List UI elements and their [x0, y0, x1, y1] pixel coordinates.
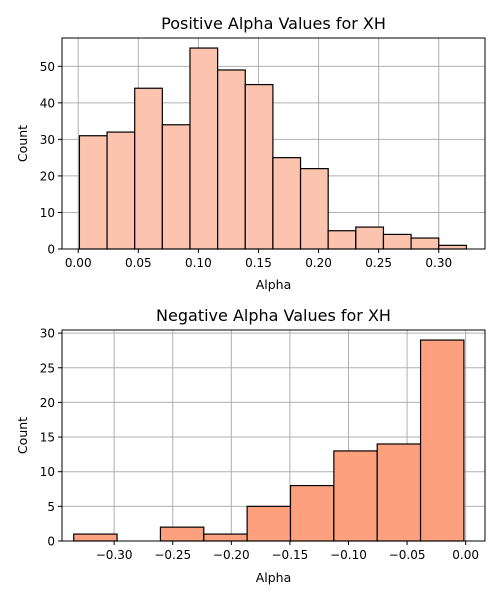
- positive-histogram-bar: [134, 87, 163, 250]
- negative-x-tick-label: −0.10: [330, 548, 367, 562]
- positive-histogram-bar: [382, 233, 412, 250]
- negative-histogram-bar: [159, 526, 205, 542]
- positive-histogram-bar: [299, 168, 329, 250]
- positive-histogram-bar: [78, 135, 108, 250]
- negative-histogram-bar: [333, 450, 378, 542]
- positive-histogram-bar: [327, 230, 357, 250]
- positive-histogram-bar: [244, 83, 274, 250]
- positive-y-tick-label: 40: [40, 96, 55, 110]
- positive-x-tick-label: 0.30: [425, 256, 452, 270]
- negative-plot-frame: [61, 329, 486, 542]
- negative-x-tick-label: −0.20: [213, 548, 250, 562]
- negative-alpha-histogram: Negative Alpha Values for XH −0.30 −0.25 −…: [15, 306, 486, 585]
- positive-x-axis-label: Alpha: [256, 277, 292, 292]
- negative-x-axis-label: Alpha: [256, 570, 292, 585]
- positive-y-tick-label: 50: [40, 60, 55, 74]
- positive-histogram-bar: [410, 237, 440, 250]
- positive-y-tick-label: 20: [40, 169, 55, 183]
- positive-histogram-bar: [217, 69, 246, 250]
- positive-x-tick-label: 0.20: [305, 256, 332, 270]
- negative-y-axis-label: Count: [15, 417, 30, 454]
- positive-chart-title: Positive Alpha Values for XH: [161, 14, 386, 33]
- negative-histogram-bar: [289, 484, 335, 542]
- positive-y-tick-label: 10: [40, 206, 55, 220]
- negative-histogram-bar: [73, 533, 118, 542]
- positive-plot-frame: [61, 37, 486, 250]
- positive-histogram-bar: [272, 157, 302, 250]
- positive-histogram-bar: [106, 131, 136, 250]
- negative-histogram-bar: [246, 505, 292, 542]
- positive-x-tick-label: 0.15: [245, 256, 272, 270]
- negative-y-tick-label: 20: [40, 396, 55, 410]
- negative-x-tick-label: −0.25: [154, 548, 191, 562]
- positive-x-tick-label: 0.10: [185, 256, 212, 270]
- negative-histogram-bar: [376, 443, 422, 542]
- positive-y-axis-label: Count: [15, 125, 30, 162]
- negative-x-tick-label: −0.15: [272, 548, 309, 562]
- positive-histogram-bar: [161, 124, 191, 250]
- positive-histogram-bar: [355, 226, 385, 250]
- negative-y-tick-label: 30: [40, 327, 55, 341]
- positive-x-tick-label: 0.25: [365, 256, 392, 270]
- negative-y-tick-label: 10: [40, 465, 55, 479]
- negative-y-tick-label: 0: [47, 535, 55, 549]
- negative-x-tick-label: −0.30: [96, 548, 133, 562]
- positive-y-tick-label: 0: [47, 243, 55, 257]
- negative-histogram-bar: [419, 339, 465, 542]
- negative-x-tick-label: 0.00: [452, 548, 479, 562]
- positive-alpha-histogram: Positive Alpha Values for XH 0.00 0.05 0.1…: [15, 14, 486, 292]
- negative-histogram-bar: [203, 533, 248, 542]
- negative-x-tick-label: −0.05: [389, 548, 426, 562]
- positive-x-tick-label: 0.00: [65, 256, 92, 270]
- positive-histogram-bar: [438, 244, 467, 250]
- positive-y-tick-label: 30: [40, 133, 55, 147]
- negative-chart-title: Negative Alpha Values for XH: [156, 306, 391, 325]
- negative-y-tick-label: 15: [40, 431, 55, 445]
- negative-y-tick-label: 25: [40, 361, 55, 375]
- positive-histogram-bar: [189, 47, 219, 250]
- negative-y-tick-label: 5: [47, 500, 55, 514]
- positive-x-tick-label: 0.05: [125, 256, 152, 270]
